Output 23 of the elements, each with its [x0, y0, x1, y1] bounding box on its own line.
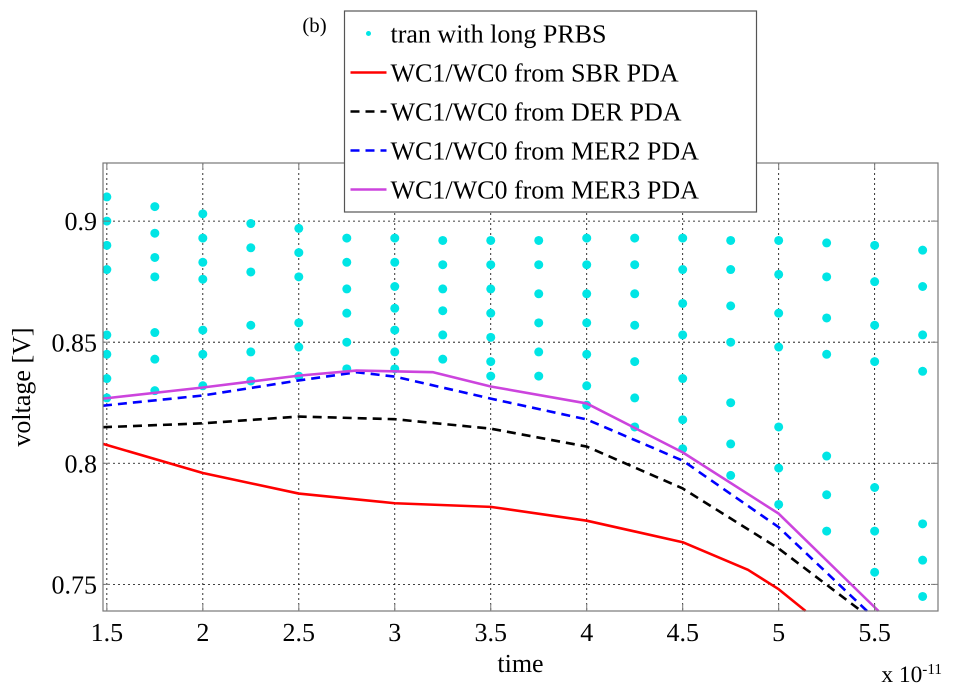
x-tick-label: 1.5	[90, 618, 124, 647]
y-tick-label: 0.9	[64, 207, 97, 236]
legend-label: tran with long PRBS	[390, 20, 606, 49]
x-tick-label: 3.5	[474, 618, 507, 647]
line-series	[102, 442, 807, 612]
legend-label: WC1/WC0 from DER PDA	[390, 98, 682, 127]
x-tick-label: 5	[772, 618, 786, 647]
x-tick-label: 4.5	[666, 618, 699, 647]
x-tick-label: 2.5	[282, 618, 316, 647]
legend-label: WC1/WC0 from MER3 PDA	[390, 176, 700, 205]
y-tick-label: 0.8	[64, 449, 97, 478]
text: x 10$^{-11}$	[881, 660, 942, 688]
legend-label: WC1/WC0 from MER2 PDA	[390, 136, 700, 166]
legend-label: WC1/WC0 from SBR PDA	[390, 58, 679, 88]
x-tick-label: 3	[388, 618, 402, 647]
chart-title: (b)	[302, 14, 327, 37]
y-tick-label: 0.75	[52, 570, 97, 600]
x-tick-label: 2	[196, 618, 210, 647]
x-axis-title: time	[497, 649, 544, 678]
x-tick-label: 5.5	[858, 618, 891, 647]
y-tick-label: 0.85	[52, 328, 97, 358]
y-axis-title: voltage [V]	[7, 327, 36, 447]
x-tick-label: 4	[580, 618, 594, 647]
